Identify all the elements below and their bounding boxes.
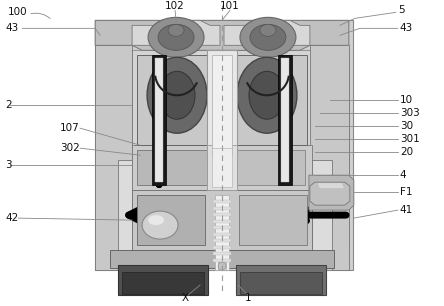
- Text: 4: 4: [400, 170, 406, 180]
- Ellipse shape: [250, 24, 286, 50]
- Bar: [215, 195, 229, 270]
- Text: 43: 43: [400, 23, 413, 33]
- Text: 5: 5: [398, 6, 404, 15]
- Bar: [155, 58, 163, 182]
- Bar: [213, 259, 231, 262]
- Text: 302: 302: [60, 143, 80, 153]
- Text: 102: 102: [165, 1, 185, 11]
- Ellipse shape: [260, 24, 276, 36]
- Bar: [137, 195, 205, 245]
- Bar: [239, 195, 307, 245]
- Bar: [132, 50, 312, 270]
- Bar: [213, 226, 231, 229]
- Bar: [207, 50, 237, 160]
- Text: 101: 101: [220, 1, 240, 11]
- Bar: [213, 200, 231, 203]
- Polygon shape: [95, 45, 132, 270]
- Bar: [212, 148, 232, 187]
- Bar: [281, 58, 289, 182]
- Bar: [237, 150, 305, 185]
- Polygon shape: [132, 21, 220, 45]
- Bar: [213, 233, 231, 236]
- Text: 41: 41: [400, 205, 413, 215]
- Ellipse shape: [240, 17, 296, 57]
- Bar: [95, 21, 353, 270]
- Bar: [213, 239, 231, 242]
- Bar: [213, 220, 231, 222]
- Bar: [240, 272, 322, 294]
- Text: 303: 303: [400, 108, 420, 118]
- Bar: [137, 55, 217, 145]
- Text: F1: F1: [400, 187, 412, 197]
- Ellipse shape: [147, 57, 207, 133]
- Bar: [152, 55, 166, 185]
- Text: 43: 43: [5, 23, 19, 33]
- Polygon shape: [95, 21, 349, 50]
- Bar: [213, 213, 231, 216]
- Ellipse shape: [158, 24, 194, 50]
- Text: 20: 20: [400, 147, 413, 157]
- Bar: [137, 150, 207, 185]
- Ellipse shape: [148, 215, 164, 225]
- Text: X: X: [182, 293, 189, 303]
- Bar: [213, 246, 231, 248]
- Text: 30: 30: [400, 121, 413, 131]
- Ellipse shape: [159, 71, 195, 119]
- Polygon shape: [224, 21, 310, 45]
- Bar: [309, 50, 349, 250]
- Text: 100: 100: [8, 7, 28, 17]
- Text: 301: 301: [400, 134, 420, 144]
- Polygon shape: [318, 183, 344, 188]
- Polygon shape: [309, 175, 354, 210]
- Bar: [118, 265, 208, 295]
- Bar: [132, 190, 312, 250]
- Bar: [110, 250, 334, 268]
- Text: 107: 107: [60, 123, 80, 133]
- Ellipse shape: [218, 262, 226, 270]
- Bar: [236, 265, 326, 295]
- Bar: [278, 55, 292, 185]
- Bar: [207, 145, 237, 190]
- Bar: [122, 272, 204, 294]
- Ellipse shape: [168, 24, 184, 36]
- Ellipse shape: [237, 57, 297, 133]
- Ellipse shape: [142, 211, 178, 239]
- Bar: [218, 262, 226, 270]
- Bar: [212, 55, 232, 155]
- Text: 10: 10: [400, 95, 413, 105]
- Bar: [227, 55, 307, 145]
- Ellipse shape: [148, 17, 204, 57]
- Bar: [213, 252, 231, 255]
- Text: 1: 1: [245, 293, 251, 303]
- Text: 42: 42: [5, 213, 19, 223]
- Ellipse shape: [249, 71, 285, 119]
- Text: 3: 3: [5, 160, 12, 170]
- Bar: [132, 145, 312, 190]
- Bar: [213, 207, 231, 210]
- Polygon shape: [310, 45, 349, 270]
- Polygon shape: [310, 182, 350, 205]
- Text: 2: 2: [5, 100, 12, 110]
- Bar: [95, 50, 135, 250]
